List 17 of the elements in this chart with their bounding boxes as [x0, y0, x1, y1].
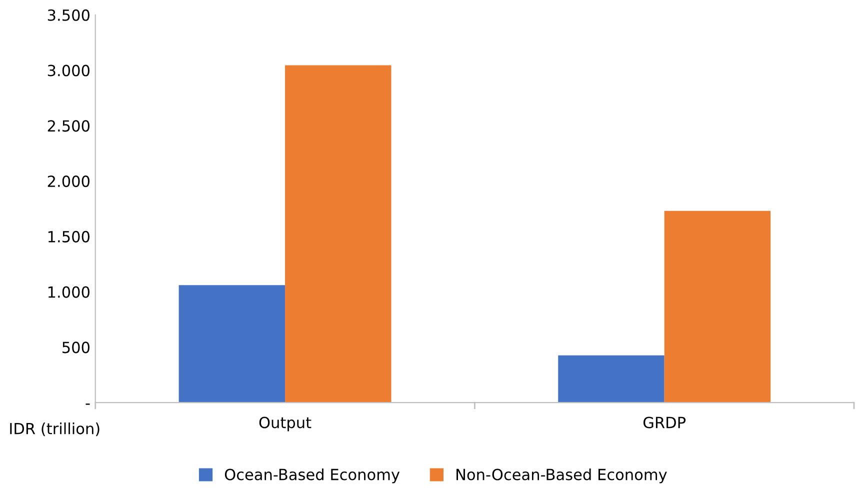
bar: [285, 65, 392, 403]
bar: [178, 285, 286, 403]
y-tick-label: -: [86, 404, 90, 405]
y-tick-label: 1.000: [48, 286, 90, 298]
legend-label: Non-Ocean-Based Economy: [456, 468, 667, 484]
y-tick-label: 500: [62, 342, 90, 354]
bar: [664, 210, 771, 403]
y-tick-label: 3.500: [48, 9, 90, 21]
y-tick-label: 1.500: [48, 230, 90, 242]
y-tick-label: 3.000: [48, 64, 90, 76]
y-tick-label: 2.000: [48, 176, 90, 188]
y-tick-label: 2.500: [48, 120, 90, 132]
legend-label: Ocean-Based Economy: [224, 468, 400, 484]
bar: [558, 355, 664, 403]
x-tick-label: Output: [259, 416, 312, 432]
text: IDR (trillion): [10, 422, 100, 436]
x-tick-label: GRDP: [643, 416, 686, 428]
